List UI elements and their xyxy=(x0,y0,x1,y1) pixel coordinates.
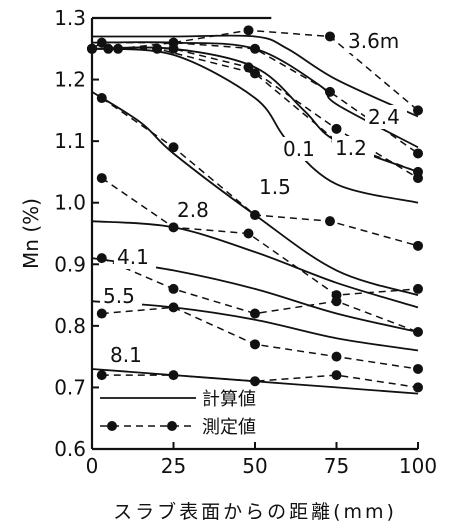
measured-point-5-5 xyxy=(250,339,260,350)
curve-label: 2.8 xyxy=(177,198,209,222)
measured-point-5-5 xyxy=(96,308,107,319)
measured-point-4-1 xyxy=(96,253,107,264)
calculated-line-3-6m xyxy=(92,34,419,118)
curve-label: 4.1 xyxy=(117,245,149,269)
measured-point-4-1 xyxy=(168,283,179,294)
curve-label: 2.4 xyxy=(368,105,400,129)
measured-line-5-5 xyxy=(101,306,419,370)
measured-point-8-1 xyxy=(96,370,107,381)
curve-label: 8.1 xyxy=(110,343,142,367)
measured-point-4-1 xyxy=(413,327,423,338)
measured-point-2-8 xyxy=(243,228,254,239)
measured-point-5-5 xyxy=(413,363,423,374)
curve-label: 0.1 xyxy=(283,137,315,161)
measured-point-3-6m xyxy=(96,37,107,48)
y-tick-label: 0.9 xyxy=(54,252,86,276)
x-tick-label: 100 xyxy=(399,454,437,478)
measured-point-3-6m xyxy=(324,31,335,42)
y-tick-label: 1.1 xyxy=(54,129,86,153)
x-tick-label: 25 xyxy=(161,454,186,478)
measured-point-8-1 xyxy=(250,376,260,387)
legend-measured-marker xyxy=(167,421,177,431)
y-tick-label: 0.6 xyxy=(54,437,86,461)
curve-label: 3.6m xyxy=(348,29,399,53)
measured-point-5-5 xyxy=(331,351,342,362)
measured-point-2-8 xyxy=(96,173,107,184)
y-tick-label: 1.2 xyxy=(54,68,86,92)
measured-point-8-1 xyxy=(168,370,179,381)
chart-text: 0.6 0.7 0.8 0.9 1.0 1.1 1.2 1.3 0 25 50 75 100 Mn (%)… xyxy=(19,6,437,523)
measured-line-3-6m xyxy=(91,29,419,111)
calculated-line-5-5 xyxy=(91,300,419,352)
x-tick-label: 50 xyxy=(242,454,267,478)
y-tick-label: 0.7 xyxy=(54,375,86,399)
measured-point-2-4 xyxy=(324,86,335,97)
calculated-line-1-5 xyxy=(91,91,419,296)
measured-point-0-1 xyxy=(152,43,163,54)
curve-label-bg xyxy=(332,136,374,160)
measured-point-2-8 xyxy=(413,283,423,294)
x-axis-label: スラブ表面からの距離(mm) xyxy=(113,500,397,523)
measured-point-0-1 xyxy=(250,68,260,79)
y-tick-label: 0.8 xyxy=(54,314,86,338)
measured-point-4-1 xyxy=(250,308,260,319)
y-tick-label: 1.3 xyxy=(54,6,86,30)
curve-label-bg xyxy=(114,245,156,269)
measured-point-4-1 xyxy=(331,296,342,307)
legend-measured-label: 測定値 xyxy=(202,417,256,438)
measured-point-1-5 xyxy=(168,142,179,153)
measured-point-0-1 xyxy=(413,166,423,177)
measured-point-1-2 xyxy=(331,123,342,134)
measured-point-1-2 xyxy=(168,43,179,54)
curve-label-bg xyxy=(365,105,407,129)
measured-point-1-2 xyxy=(243,62,254,73)
calculated-line-2-4 xyxy=(91,41,419,149)
measured-point-1-5 xyxy=(324,216,335,227)
measured-point-2-8 xyxy=(168,222,179,233)
legend-measured-marker xyxy=(107,421,117,431)
curve-label-bg xyxy=(174,198,216,222)
measured-point-2-4 xyxy=(250,43,260,54)
axes xyxy=(90,16,419,451)
curve-label-bg xyxy=(107,343,149,367)
x-tick-label: 75 xyxy=(324,454,349,478)
curve-label-bg xyxy=(345,29,399,53)
measured-point-3-6m xyxy=(413,105,423,116)
curve-label: 1.5 xyxy=(259,175,291,199)
measured-point-8-1 xyxy=(331,370,342,381)
measured-point-1-5 xyxy=(96,93,107,104)
legend-calculated-label: 計算値 xyxy=(202,389,256,410)
curve-label: 1.2 xyxy=(335,136,367,160)
measured-point-1-5 xyxy=(413,240,423,251)
curve-label-bg xyxy=(256,175,298,199)
y-axis-label: Mn (%) xyxy=(19,198,43,269)
y-tick-label: 1.0 xyxy=(54,191,86,215)
measured-point-1-5 xyxy=(250,210,260,221)
curve-label-bg xyxy=(280,137,322,161)
measured-line-2-4 xyxy=(92,41,419,155)
calculated-line-2-8 xyxy=(91,220,419,309)
measured-point-5-5 xyxy=(168,302,179,313)
plot-marks xyxy=(87,25,423,395)
measured-point-2-4 xyxy=(413,148,423,159)
curve-label-bg xyxy=(100,284,142,308)
curve-label: 5.5 xyxy=(103,284,135,308)
x-tick-label: 0 xyxy=(86,454,99,478)
measured-point-8-1 xyxy=(413,382,423,393)
measured-line-4-1 xyxy=(101,257,419,333)
measured-point-3-6m xyxy=(243,25,254,36)
